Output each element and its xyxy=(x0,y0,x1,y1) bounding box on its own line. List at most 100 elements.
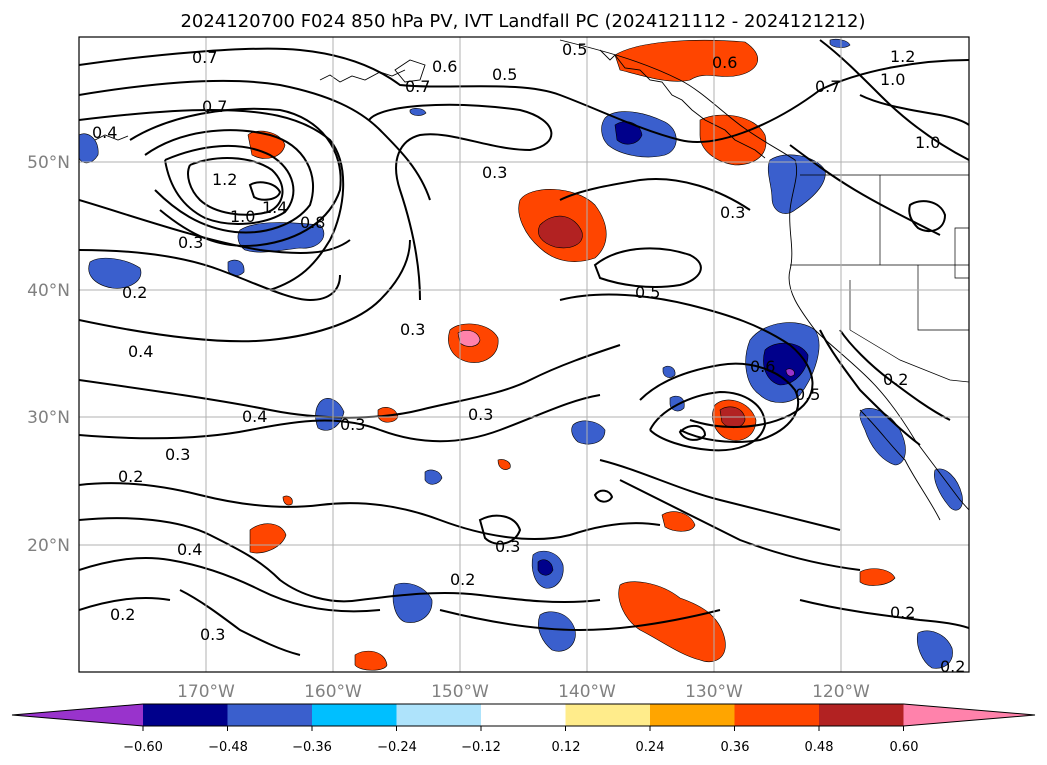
contour-label: 0.3 xyxy=(482,163,507,182)
negative-anomaly xyxy=(571,420,606,445)
contour-label: 0.5 xyxy=(635,283,660,302)
contour-label: 1.2 xyxy=(890,47,915,66)
colorbar-label: −0.60 xyxy=(123,740,163,755)
colorbar xyxy=(11,703,1036,731)
contour-label: 0.2 xyxy=(890,603,915,622)
positive-anomaly xyxy=(859,568,896,586)
longitude-labels: 170°W 160°W 150°W 140°W 130°W 120°W xyxy=(177,682,870,702)
negative-anomaly xyxy=(917,630,953,669)
contour-label: 0.3 xyxy=(178,233,203,252)
colorbar-label: 0.24 xyxy=(636,740,665,755)
contour-label: 0.4 xyxy=(242,407,267,426)
positive-anomaly xyxy=(354,650,388,671)
contour-label: 0.3 xyxy=(340,415,365,434)
coastlines xyxy=(94,39,969,521)
positive-anomaly xyxy=(538,215,583,249)
contour-label: 0.3 xyxy=(720,203,745,222)
colorbar-segment xyxy=(143,704,228,726)
contour-label: 1.0 xyxy=(880,70,905,89)
map-frame xyxy=(78,36,970,673)
negative-anomaly xyxy=(424,469,443,485)
contour-label: 0.5 xyxy=(562,40,587,59)
contour-label: 0.2 xyxy=(450,570,475,589)
contour-label: 0.7 xyxy=(202,97,227,116)
negative-anomaly xyxy=(88,257,142,289)
contour-label: 0.3 xyxy=(165,445,190,464)
colorbar-extend-min xyxy=(12,704,143,726)
colorbar-labels: −0.60 −0.48 −0.36 −0.24 −0.12 0.12 0.24 … xyxy=(123,740,918,755)
positive-anomaly xyxy=(699,114,767,166)
map-area xyxy=(79,37,969,672)
lon-label: 120°W xyxy=(812,682,870,702)
contour-label: 1.4 xyxy=(262,198,287,217)
contour-label: 0.2 xyxy=(118,467,143,486)
negative-anomaly xyxy=(829,38,851,48)
colorbar-segment xyxy=(227,704,313,726)
negative-anomaly xyxy=(538,611,576,652)
colorbar-segment xyxy=(565,704,651,726)
positive-anomaly xyxy=(457,330,481,347)
contour-label: 0.2 xyxy=(883,370,908,389)
contour-label: 0.7 xyxy=(192,48,217,67)
contour-label: 0.7 xyxy=(815,77,840,96)
shaded-anomalies xyxy=(79,38,963,671)
contour-label: 0.7 xyxy=(405,77,430,96)
negative-anomaly xyxy=(785,368,795,377)
positive-anomaly xyxy=(618,581,726,663)
lat-label: 50°N xyxy=(27,153,70,173)
contour-label: 0.3 xyxy=(468,405,493,424)
colorbar-label: 0.12 xyxy=(552,740,581,755)
negative-anomaly xyxy=(662,365,676,378)
colorbar-segment xyxy=(396,704,482,726)
contour-label: 0.3 xyxy=(495,537,520,556)
contour-label: 1.2 xyxy=(212,170,237,189)
colorbar-label: 0.36 xyxy=(721,740,750,755)
contour-label: 0.2 xyxy=(122,283,147,302)
colorbar-label: −0.36 xyxy=(292,740,332,755)
colorbar-label: 0.48 xyxy=(805,740,834,755)
colorbar-segment xyxy=(650,704,735,726)
positive-anomaly xyxy=(661,511,696,532)
contour-label: 0.3 xyxy=(200,625,225,644)
negative-anomaly xyxy=(537,559,554,576)
colorbar-segment xyxy=(481,704,566,726)
contour-label: 0.6 xyxy=(750,357,775,376)
lon-label: 150°W xyxy=(431,682,489,702)
negative-anomaly xyxy=(79,133,99,164)
colorbar-label: 0.60 xyxy=(890,740,919,755)
contour-label: 1.0 xyxy=(915,133,940,152)
negative-anomaly xyxy=(934,468,963,511)
lon-label: 170°W xyxy=(177,682,235,702)
colorbar-segment xyxy=(312,704,397,726)
contour-label: 0.8 xyxy=(300,213,325,232)
contour-label: 1.0 xyxy=(230,207,255,226)
lon-label: 140°W xyxy=(558,682,616,702)
colorbar-label: −0.24 xyxy=(377,740,417,755)
lat-label: 20°N xyxy=(27,536,70,556)
colorbar-extend-max xyxy=(903,704,1035,726)
lat-label: 30°N xyxy=(27,408,70,428)
lon-label: 160°W xyxy=(304,682,362,702)
colorbar-segment xyxy=(734,704,820,726)
colorbar-label: −0.48 xyxy=(208,740,248,755)
contour-label: 0.6 xyxy=(432,57,457,76)
positive-anomaly xyxy=(282,495,293,506)
positive-anomaly xyxy=(249,523,287,554)
map-title: 2024120700 F024 850 hPa PV, IVT Landfall… xyxy=(180,11,865,32)
contour-label: 0.2 xyxy=(110,605,135,624)
contour-label: 0.2 xyxy=(940,657,965,676)
contour-label: 0.3 xyxy=(400,320,425,339)
lon-label: 130°W xyxy=(685,682,743,702)
map-content: 0.7 0.6 0.5 0.5 0.7 0.6 1.2 1.0 0.7 1.0 … xyxy=(79,37,969,676)
positive-anomaly xyxy=(614,39,758,82)
negative-anomaly xyxy=(409,108,427,116)
contour-label: 0.5 xyxy=(492,65,517,84)
lat-label: 40°N xyxy=(27,281,70,301)
positive-anomaly xyxy=(497,459,511,470)
contour-label: 0.4 xyxy=(177,540,202,559)
colorbar-label: −0.12 xyxy=(461,740,501,755)
political-borders xyxy=(790,174,969,383)
contour-labels: 0.7 0.6 0.5 0.5 0.7 0.6 1.2 1.0 0.7 1.0 … xyxy=(92,40,965,676)
contour-label: 0.5 xyxy=(795,385,820,404)
